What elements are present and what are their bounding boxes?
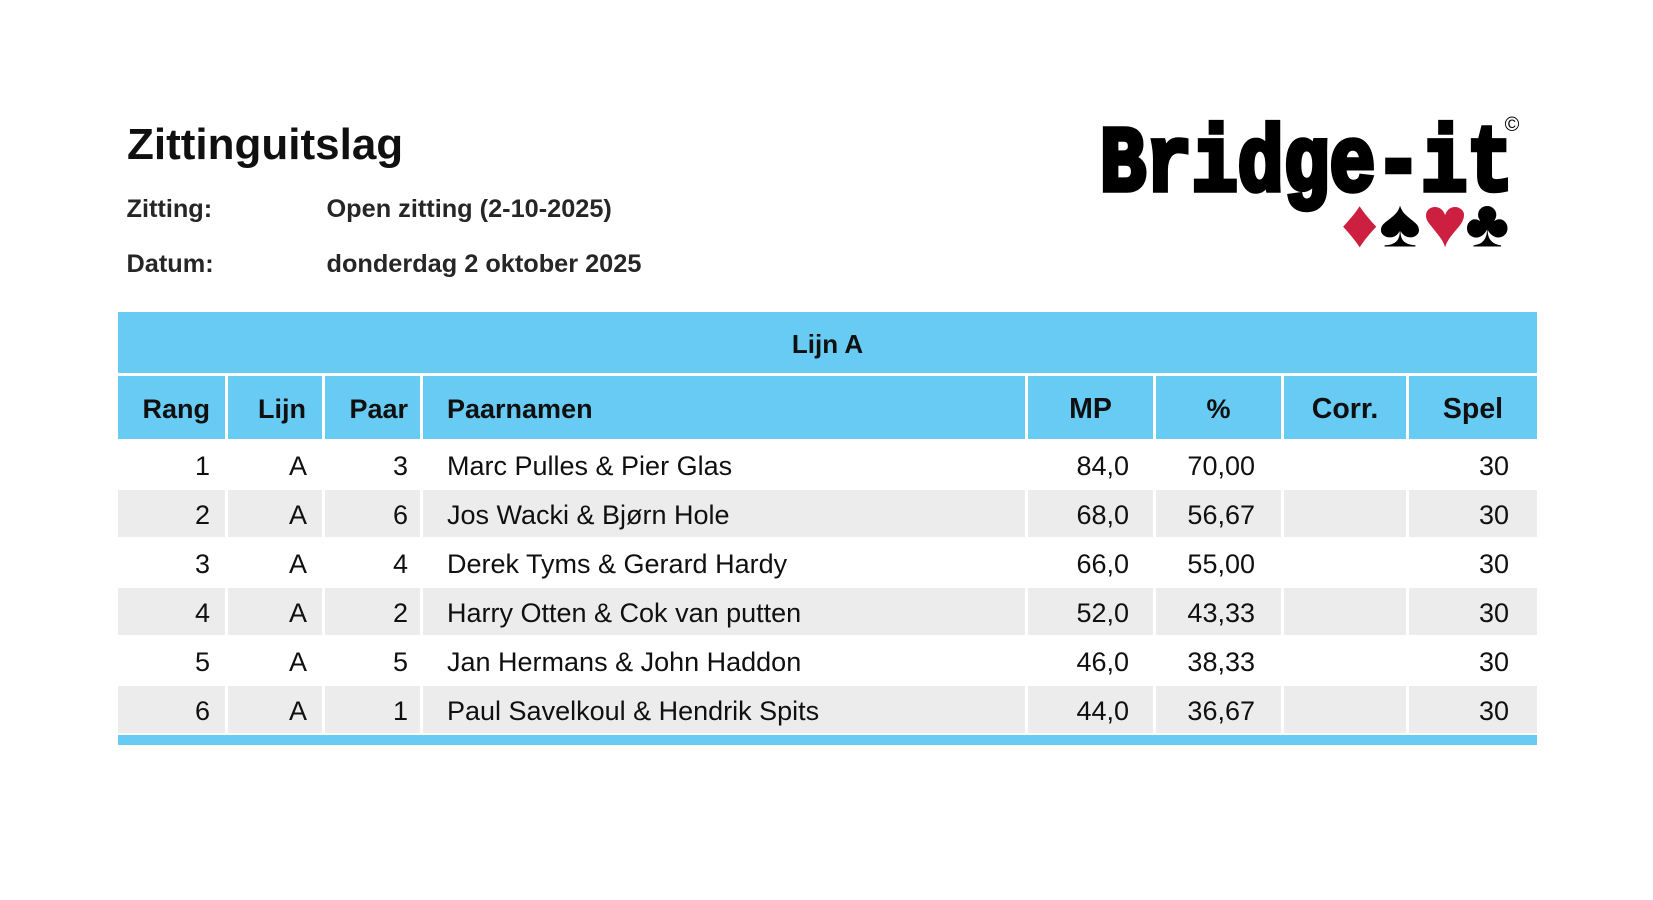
svg-text:Bridge-it: Bridge-it <box>1100 113 1513 218</box>
svg-text:♠: ♠ <box>1379 185 1422 260</box>
svg-text:♣: ♣ <box>1465 186 1510 260</box>
svg-text:♥: ♥ <box>1422 182 1468 260</box>
svg-text:♦: ♦ <box>1341 187 1379 260</box>
svg-text:©: © <box>1505 114 1520 136</box>
